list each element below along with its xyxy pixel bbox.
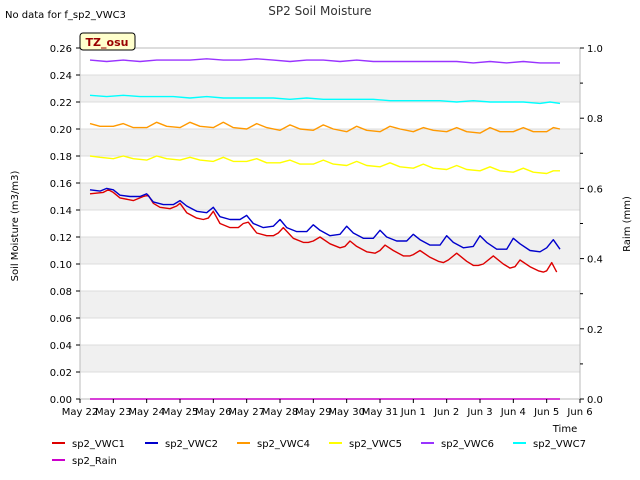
background-band bbox=[80, 291, 580, 318]
x-tick-label: Jun 5 bbox=[533, 407, 559, 418]
x-tick-label: May 31 bbox=[362, 407, 399, 418]
y-axis-title: Soil Moisture (m3/m3) bbox=[10, 171, 21, 282]
x-tick-label: May 29 bbox=[295, 407, 332, 418]
legend-label-sp2_VWC1: sp2_VWC1 bbox=[72, 439, 125, 450]
x-tick-label: May 28 bbox=[262, 407, 299, 418]
y-tick-label: 0.12 bbox=[50, 233, 72, 244]
y-tick-label: 0.14 bbox=[50, 206, 72, 217]
background-band bbox=[80, 75, 580, 102]
legend-label-sp2_VWC5: sp2_VWC5 bbox=[349, 439, 402, 450]
site-label: TZ_osu bbox=[86, 36, 129, 49]
background-band bbox=[80, 183, 580, 210]
series-line-sp2_VWC1 bbox=[89, 189, 558, 273]
y2-tick-label: 0.6 bbox=[587, 184, 603, 195]
y2-tick-label: 0.4 bbox=[587, 255, 603, 266]
series-line-sp2_VWC5 bbox=[89, 155, 560, 175]
x-tick-label: Jun 1 bbox=[400, 407, 426, 418]
background-band bbox=[80, 129, 580, 156]
x-tick-label: Jun 3 bbox=[466, 407, 492, 418]
background-band bbox=[80, 345, 580, 372]
background-band bbox=[80, 237, 580, 264]
x-tick-label: May 30 bbox=[328, 407, 365, 418]
y-tick-label: 0.06 bbox=[50, 314, 72, 325]
series-layer bbox=[89, 58, 561, 400]
y2-axis-title: Raim (mm) bbox=[622, 196, 633, 252]
legend-label-sp2_VWC7: sp2_VWC7 bbox=[533, 439, 586, 450]
y-tick-label: 0.02 bbox=[50, 368, 72, 379]
x-tick-label: May 23 bbox=[95, 407, 132, 418]
y-tick-label: 0.22 bbox=[50, 98, 72, 109]
y-tick-label: 0.16 bbox=[50, 179, 72, 190]
y2-tick-label: 0.2 bbox=[587, 325, 603, 336]
series-line-sp2_VWC4 bbox=[89, 121, 561, 134]
x-tick-label: May 25 bbox=[162, 407, 199, 418]
y-tick-label: 0.04 bbox=[50, 341, 72, 352]
series-line-sp2_VWC6 bbox=[89, 58, 560, 64]
y2-tick-label: 1.0 bbox=[587, 44, 603, 55]
legend-label-sp2_Rain: sp2_Rain bbox=[72, 456, 117, 467]
y-tick-label: 0.10 bbox=[50, 260, 72, 271]
series-line-sp2_VWC2 bbox=[89, 187, 561, 253]
x-axis-title: Time bbox=[552, 424, 577, 435]
x-tick-label: Jun 4 bbox=[500, 407, 526, 418]
x-tick-label: May 24 bbox=[128, 407, 165, 418]
ticks-layer: 0.00 0.02 0.04 0.06 0.08 0.10 0.12 0.14 0.16 0.18… bbox=[50, 44, 603, 418]
x-tick-label: Jun 6 bbox=[566, 407, 592, 418]
y-tick-label: 0.26 bbox=[50, 44, 72, 55]
chart-title: SP2 Soil Moisture bbox=[268, 4, 371, 18]
x-tick-label: Jun 2 bbox=[433, 407, 459, 418]
y-tick-label: 0.18 bbox=[50, 152, 72, 163]
legend-label-sp2_VWC4: sp2_VWC4 bbox=[257, 439, 310, 450]
series-line-sp2_VWC7 bbox=[89, 94, 561, 105]
y-tick-label: 0.00 bbox=[50, 395, 72, 406]
legend-label-sp2_VWC2: sp2_VWC2 bbox=[165, 439, 218, 450]
y-tick-label: 0.24 bbox=[50, 71, 72, 82]
x-tick-label: May 26 bbox=[195, 407, 232, 418]
site-label-box: TZ_osu bbox=[79, 32, 136, 51]
legend: sp2_VWC1 sp2_VWC2 sp2_VWC4 sp2_VWC5 sp2_VWC6… bbox=[52, 439, 586, 467]
y-tick-label: 0.20 bbox=[50, 125, 72, 136]
x-tick-label: May 22 bbox=[62, 407, 99, 418]
y2-tick-label: 0.8 bbox=[587, 114, 603, 125]
background-bands bbox=[80, 75, 580, 372]
y2-tick-label: 0.0 bbox=[587, 395, 603, 406]
no-data-note: No data for f_sp2_VWC3 bbox=[5, 10, 126, 21]
y-tick-label: 0.08 bbox=[50, 287, 72, 298]
x-tick-label: May 27 bbox=[228, 407, 265, 418]
legend-label-sp2_VWC6: sp2_VWC6 bbox=[441, 439, 494, 450]
